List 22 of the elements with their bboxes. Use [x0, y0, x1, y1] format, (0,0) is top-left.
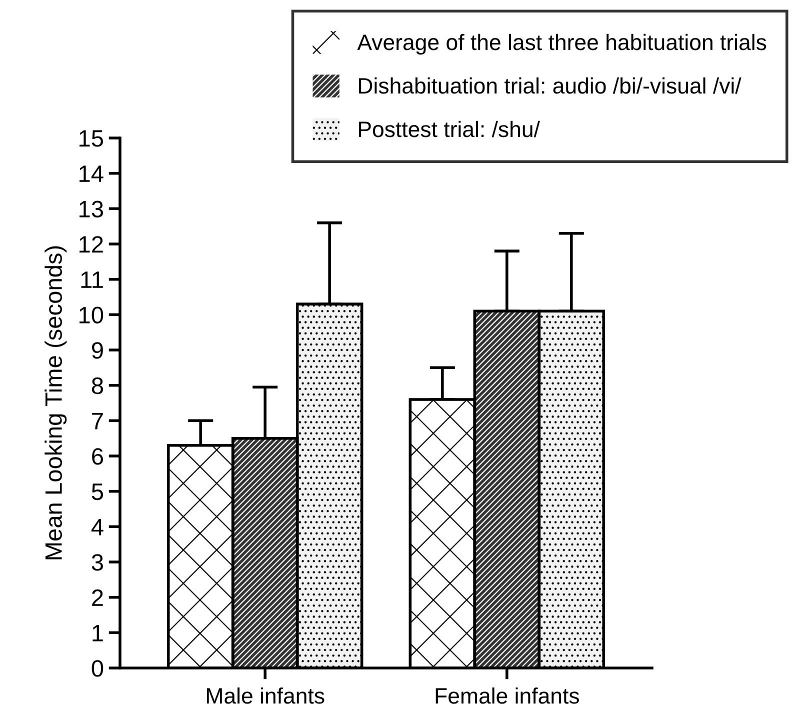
y-tick-label: 1 [92, 624, 103, 642]
legend-label: Average of the last three habituation trials [357, 34, 766, 55]
y-tick-label: 15 [80, 130, 104, 147]
legend-label: Dishabituation trial: audio /bi/-visual /vi/ [359, 77, 742, 94]
y-tick-label: 12 [80, 236, 103, 253]
y-tick-label: 2 [92, 589, 103, 606]
y-tick-label: 11 [81, 272, 103, 288]
y-tick-label: 3 [92, 554, 103, 571]
y-tick-label: 5 [92, 484, 104, 500]
legend-label: Posttest trial: /shu/ [359, 120, 540, 138]
x-tick-label: Male infants [207, 687, 324, 704]
y-tick-label: 6 [92, 448, 103, 465]
y-tick-label: 7 [92, 412, 103, 430]
y-tick-label: 8 [92, 377, 103, 394]
y-tick-label: 10 [80, 306, 104, 324]
y-tick-label: 0 [92, 660, 104, 677]
y-axis-title: Mean Looking Time (seconds) [44, 246, 67, 560]
y-tick-label: 13 [80, 200, 103, 218]
y-tick-label: 4 [91, 518, 104, 536]
y-tick-label: 14 [80, 166, 104, 182]
y-tick-label: 9 [92, 342, 103, 359]
x-tick-label: Female infants [436, 687, 579, 704]
